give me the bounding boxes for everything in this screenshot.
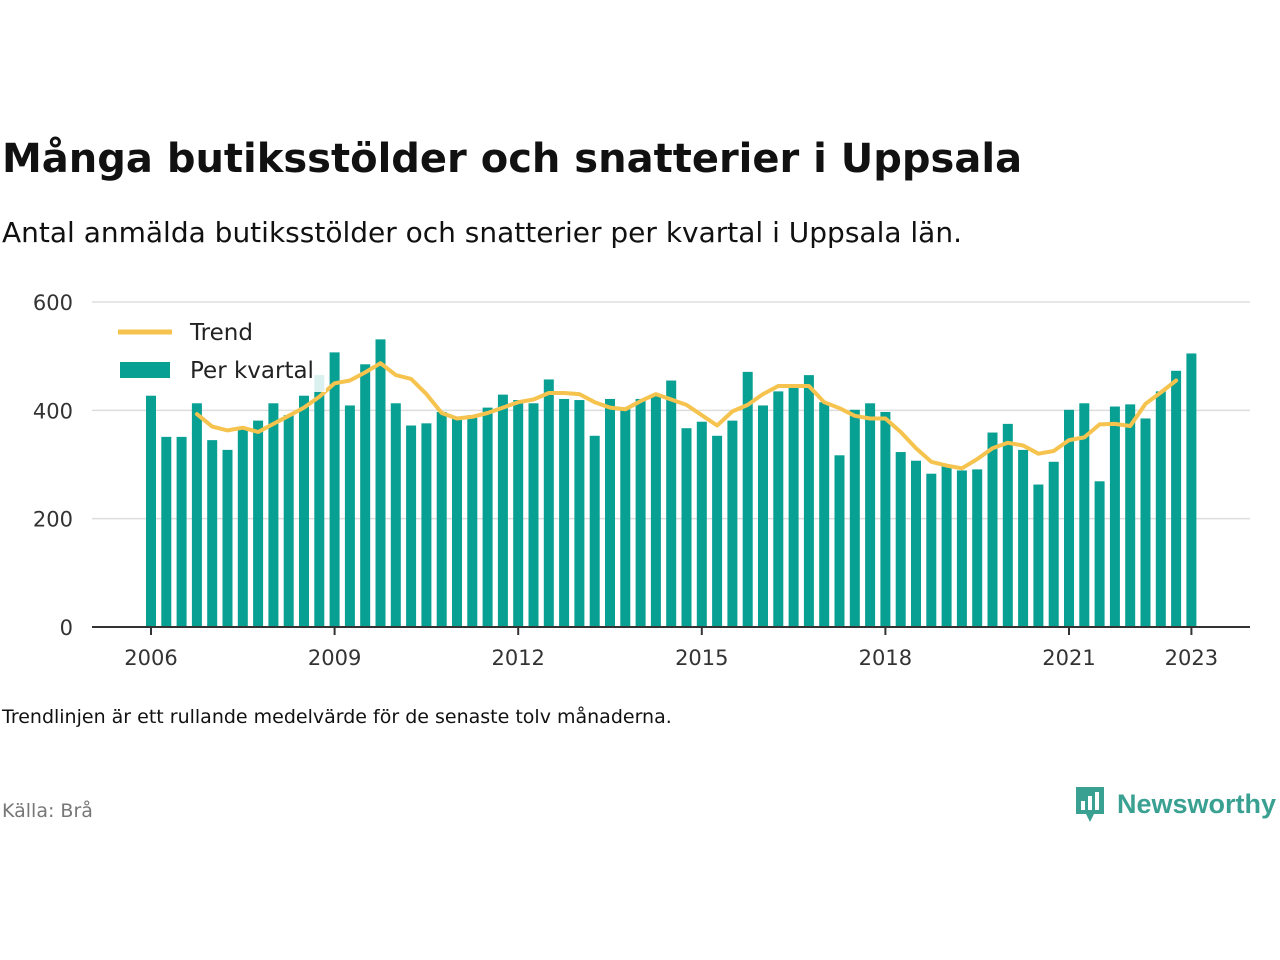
bar-2019-Q1 bbox=[941, 465, 952, 627]
bar-2015-Q1 bbox=[696, 421, 707, 627]
bar-2016-Q3 bbox=[788, 385, 799, 627]
bar-2010-Q1 bbox=[390, 403, 401, 627]
newsworthy-brand[interactable]: Newsworthy bbox=[1073, 784, 1276, 824]
bar-2006-Q4 bbox=[191, 403, 202, 627]
bar-2011-Q4 bbox=[497, 394, 508, 627]
bar-2008-Q4 bbox=[314, 375, 325, 627]
bar-2015-Q4 bbox=[742, 371, 753, 627]
bar-2013-Q3 bbox=[605, 398, 615, 627]
bar-2022-Q1 bbox=[1125, 404, 1136, 627]
bar-2014-Q3 bbox=[666, 380, 677, 627]
axes: 0 200 400 600 2006 2009 2012 2015 2018 2021 2023 bbox=[33, 291, 1250, 670]
trend-line-group bbox=[194, 361, 1179, 471]
newsworthy-logo-icon bbox=[1075, 787, 1104, 822]
legend-label-trend: Trend bbox=[189, 320, 253, 346]
x-tick-label: 2021 bbox=[1042, 646, 1095, 670]
bar-2016-Q1 bbox=[758, 405, 768, 627]
bar-2010-Q2 bbox=[406, 425, 417, 627]
x-tick-label: 2018 bbox=[859, 646, 912, 670]
legend-bar-swatch bbox=[120, 362, 170, 378]
x-tick-label: 2006 bbox=[124, 646, 177, 670]
bar-2012-Q1 bbox=[513, 400, 524, 627]
bar-2006-Q1 bbox=[146, 395, 156, 627]
bar-2006-Q3 bbox=[176, 436, 187, 627]
bar-2020-Q3 bbox=[1033, 484, 1044, 627]
y-tick-label: 0 bbox=[60, 616, 73, 640]
bar-2011-Q2 bbox=[467, 415, 478, 627]
bar-2021-Q3 bbox=[1094, 481, 1105, 627]
bar-2012-Q4 bbox=[559, 398, 570, 627]
bar-2017-Q4 bbox=[865, 403, 876, 627]
bar-2020-Q1 bbox=[1002, 423, 1013, 627]
bar-2018-Q2 bbox=[895, 452, 906, 627]
legend: Trend Per kvartal bbox=[112, 312, 326, 392]
bar-2012-Q3 bbox=[543, 379, 554, 627]
bar-2013-Q1 bbox=[574, 400, 585, 627]
bar-2016-Q2 bbox=[773, 391, 784, 627]
bar-2007-Q3 bbox=[237, 428, 248, 627]
bar-2020-Q2 bbox=[1018, 449, 1029, 627]
bar-2017-Q3 bbox=[849, 409, 860, 627]
bar-2019-Q3 bbox=[972, 469, 983, 627]
bar-2018-Q3 bbox=[911, 460, 921, 627]
bar-2009-Q2 bbox=[344, 405, 355, 627]
x-tick-label: 2015 bbox=[675, 646, 728, 670]
bar-2023-Q1 bbox=[1186, 353, 1197, 627]
bar-2013-Q4 bbox=[620, 407, 631, 627]
bar-2018-Q1 bbox=[880, 411, 891, 627]
trend-line bbox=[194, 361, 1179, 471]
bar-2007-Q4 bbox=[253, 420, 264, 627]
bar-2017-Q1 bbox=[819, 402, 830, 627]
bar-2013-Q2 bbox=[589, 435, 600, 627]
bar-2009-Q1 bbox=[329, 352, 340, 627]
bar-2009-Q4 bbox=[375, 339, 386, 627]
bar-2016-Q4 bbox=[803, 375, 814, 627]
bar-2020-Q4 bbox=[1048, 461, 1059, 627]
source-label: Källa: Brå bbox=[2, 800, 93, 822]
bar-2008-Q1 bbox=[268, 403, 279, 627]
bar-2011-Q1 bbox=[452, 418, 462, 627]
bar-2011-Q3 bbox=[482, 407, 493, 627]
legend-label-per-kvartal: Per kvartal bbox=[190, 358, 314, 384]
chart-note: Trendlinjen är ett rullande medelvärde f… bbox=[2, 706, 672, 728]
bar-2022-Q2 bbox=[1140, 418, 1151, 627]
bar-2018-Q4 bbox=[926, 473, 937, 627]
x-tick-label: 2023 bbox=[1165, 646, 1218, 670]
bar-2021-Q4 bbox=[1109, 406, 1120, 627]
x-tick-label: 2012 bbox=[491, 646, 544, 670]
bar-2019-Q4 bbox=[987, 432, 998, 627]
chart-subtitle: Antal anmälda butiksstölder och snatteri… bbox=[2, 216, 962, 249]
bar-2012-Q2 bbox=[528, 403, 539, 627]
bar-2017-Q2 bbox=[834, 455, 845, 627]
bar-2014-Q2 bbox=[650, 395, 661, 627]
bar-2021-Q2 bbox=[1079, 403, 1090, 627]
bar-2006-Q2 bbox=[161, 436, 172, 627]
chart-title: Många butiksstölder och snatterier i Upp… bbox=[2, 136, 1023, 182]
bar-2014-Q1 bbox=[635, 398, 646, 627]
brand-name: Newsworthy bbox=[1116, 788, 1276, 819]
bar-2007-Q1 bbox=[207, 440, 218, 627]
bar-2015-Q3 bbox=[727, 420, 738, 627]
bar-2008-Q3 bbox=[299, 395, 309, 627]
y-tick-label: 200 bbox=[33, 508, 73, 532]
bars-per-kvartal bbox=[146, 339, 1197, 627]
y-tick-label: 400 bbox=[33, 399, 73, 423]
bar-2015-Q2 bbox=[712, 435, 723, 627]
legend-backdrop bbox=[112, 312, 326, 392]
bar-2009-Q3 bbox=[360, 364, 371, 627]
y-tick-label: 600 bbox=[33, 291, 73, 315]
bar-line-chart: 0 200 400 600 2006 2009 2012 2015 2018 2021 2023 T… bbox=[33, 291, 1250, 670]
bar-2019-Q2 bbox=[956, 470, 967, 627]
bar-2010-Q3 bbox=[421, 423, 432, 627]
bar-2007-Q2 bbox=[222, 449, 233, 627]
bar-2014-Q4 bbox=[681, 428, 692, 627]
x-tick-label: 2009 bbox=[308, 646, 361, 670]
bar-2008-Q2 bbox=[283, 415, 294, 627]
bar-2010-Q4 bbox=[436, 411, 447, 627]
bar-2022-Q3 bbox=[1155, 391, 1166, 627]
bar-2022-Q4 bbox=[1171, 370, 1182, 627]
bar-2021-Q1 bbox=[1064, 409, 1074, 627]
